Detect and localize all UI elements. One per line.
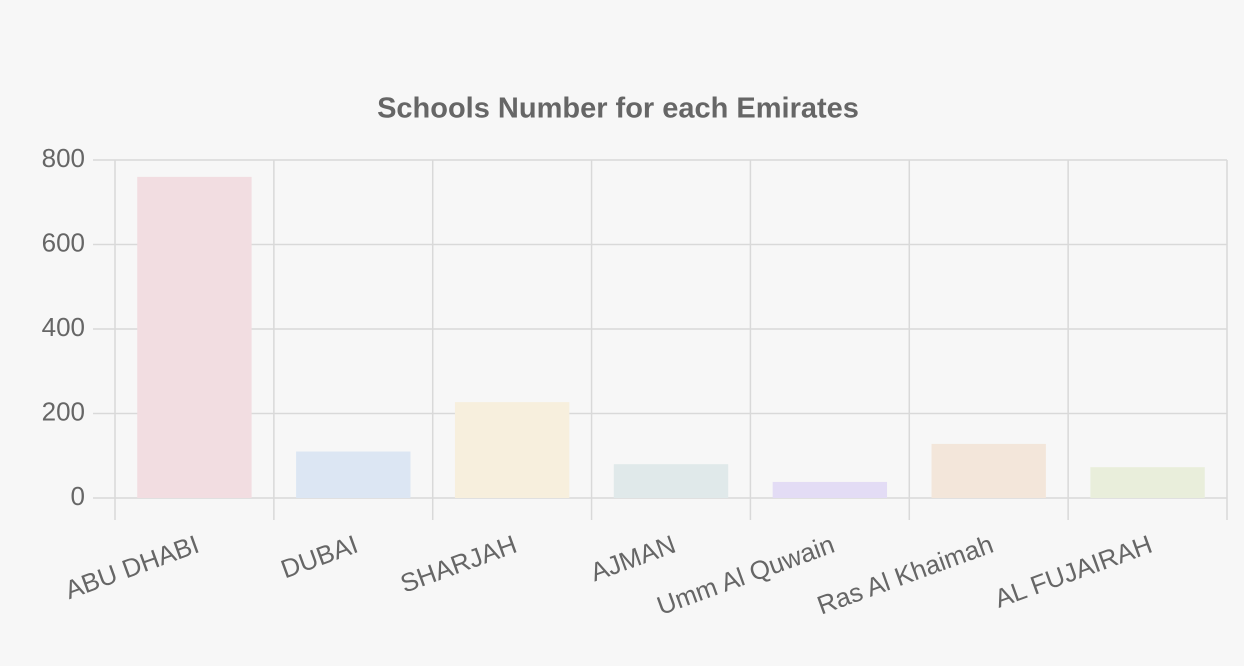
chart-title: Schools Number for each Emirates [377,93,859,125]
bar [772,481,888,498]
bar [454,402,570,498]
bar [1090,467,1205,498]
bar [296,451,411,498]
y-tick-label: 400 [42,312,85,342]
y-tick-label: 800 [42,143,85,173]
bar [137,176,252,498]
bar [931,443,1046,498]
y-tick-label: 200 [42,396,85,426]
bar [613,464,729,498]
y-tick-label: 600 [42,227,85,257]
y-tick-label: 0 [71,481,85,511]
